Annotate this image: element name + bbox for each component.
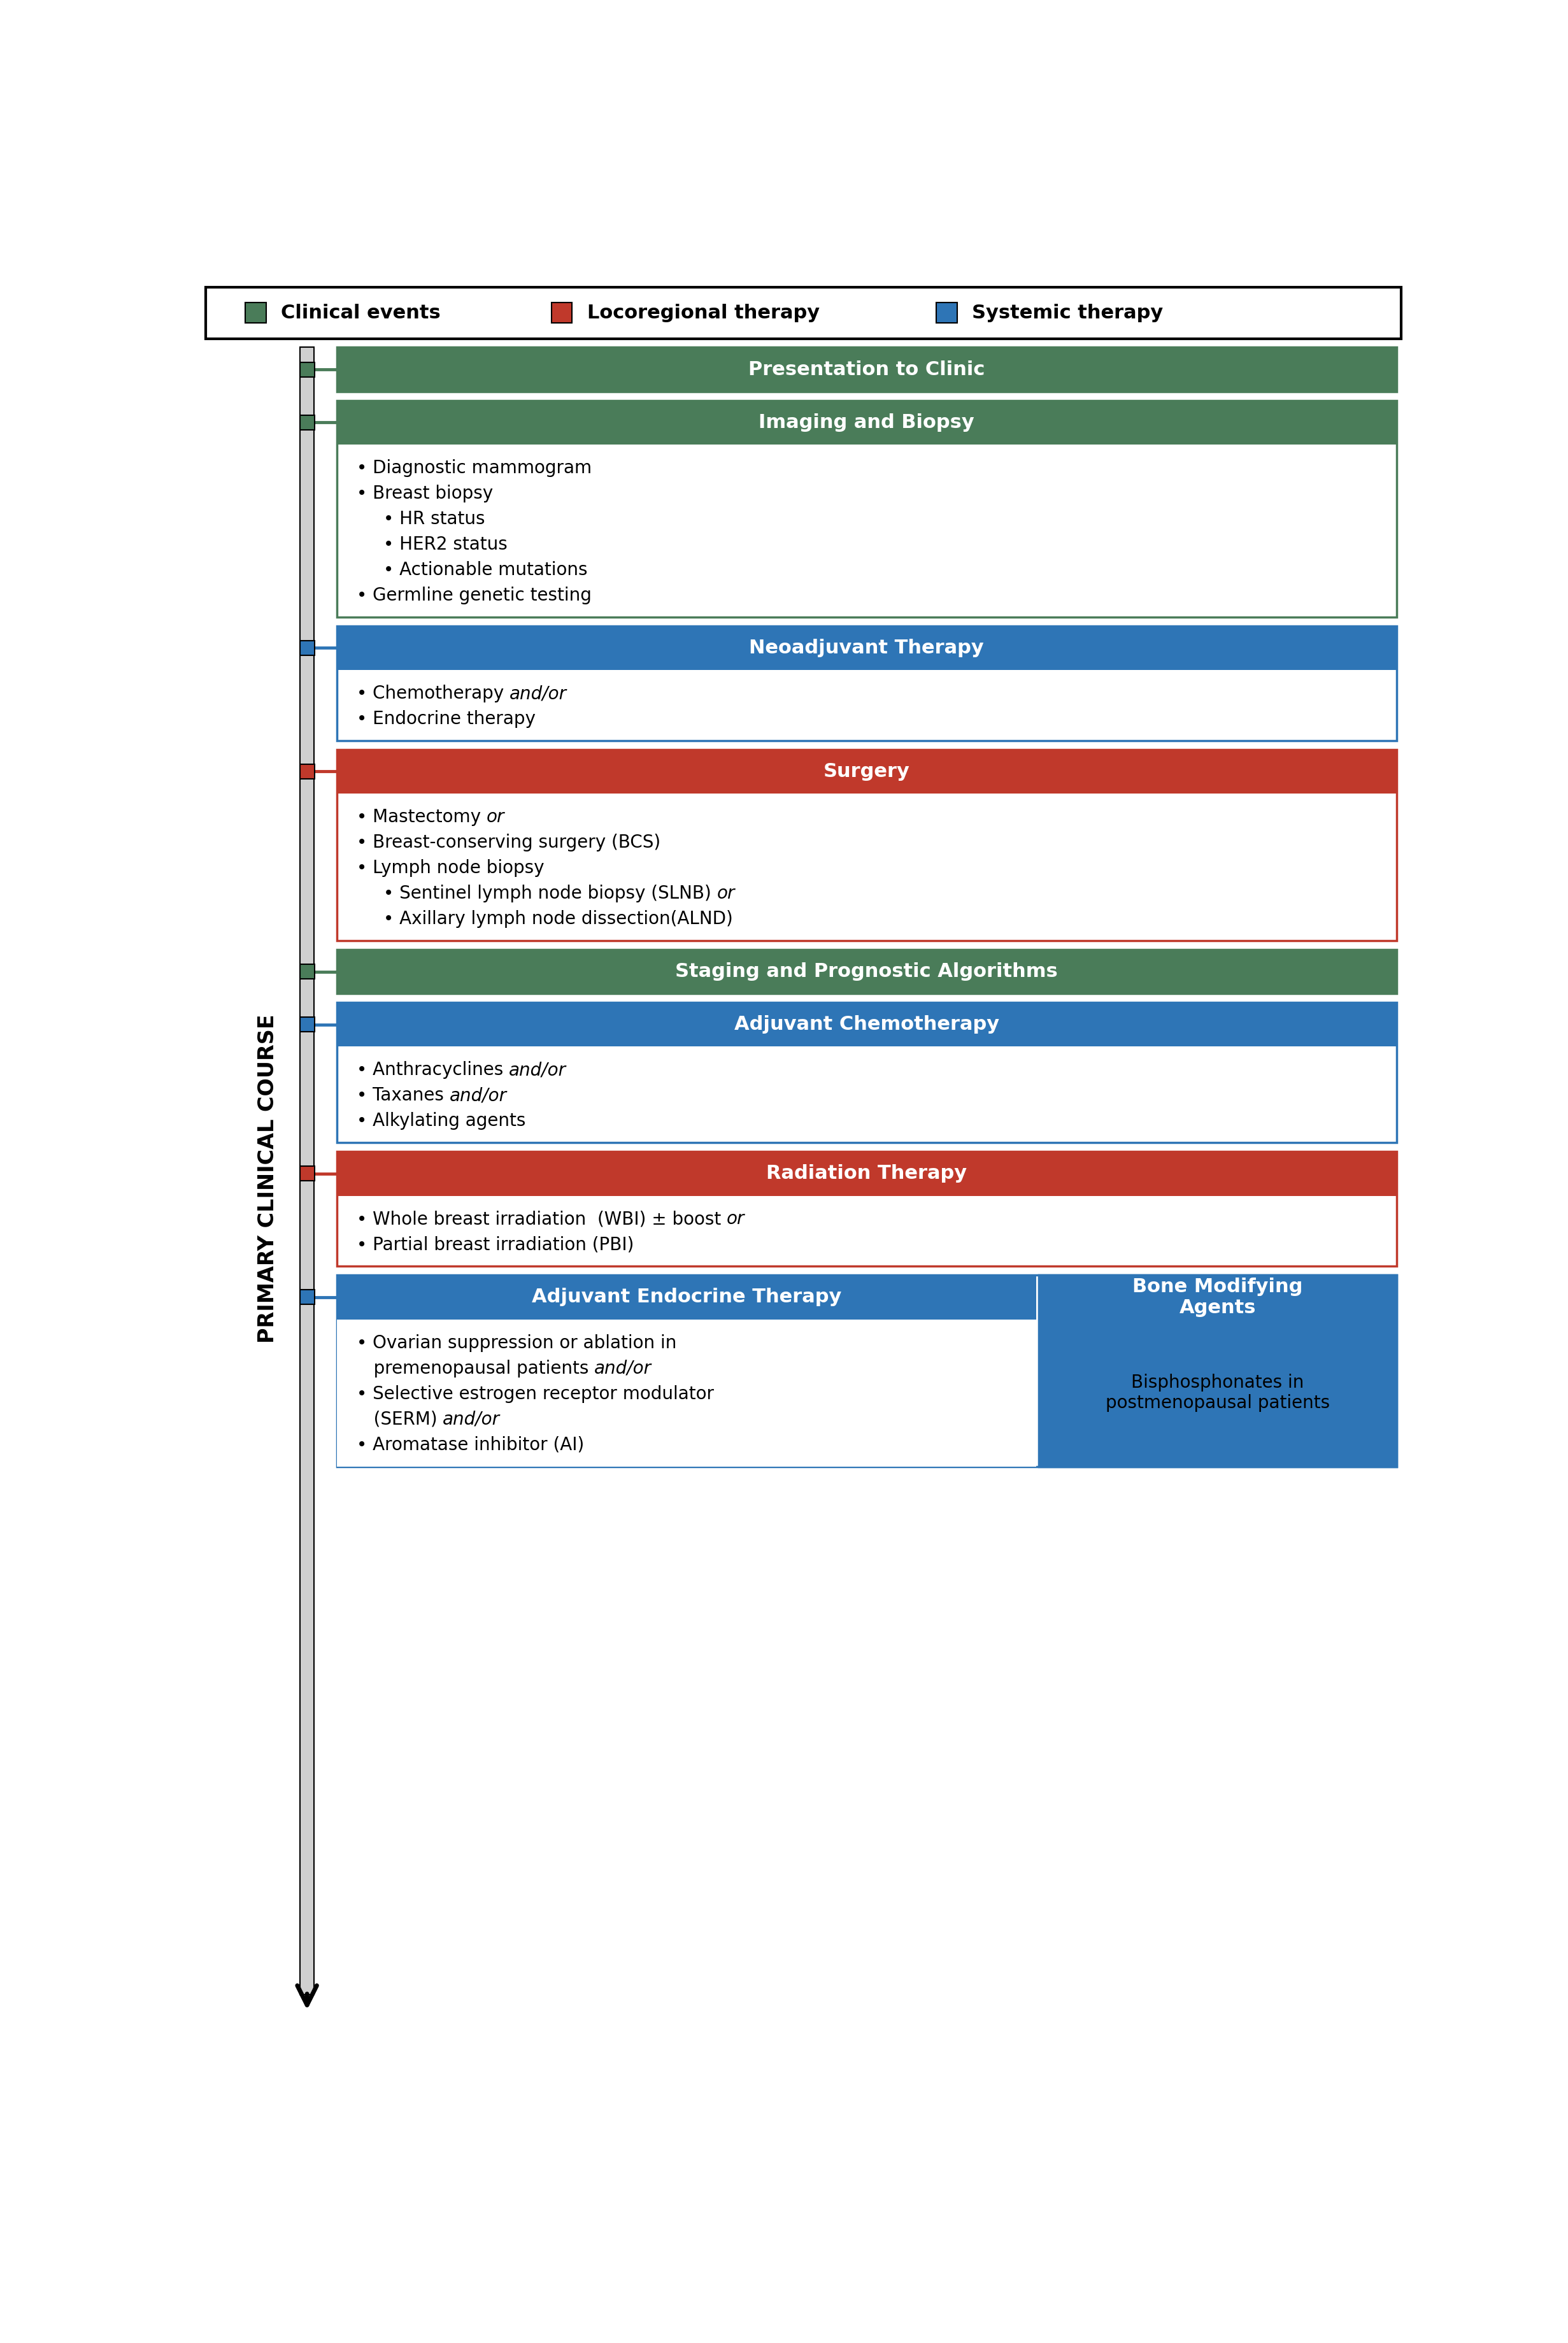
Text: • Diagnostic mammogram: • Diagnostic mammogram (356, 459, 591, 478)
FancyBboxPatch shape (1040, 1275, 1397, 1467)
Text: • Selective estrogen receptor modulator: • Selective estrogen receptor modulator (356, 1385, 713, 1403)
FancyBboxPatch shape (299, 415, 315, 429)
Text: • Partial breast irradiation (PBI): • Partial breast irradiation (PBI) (356, 1235, 633, 1254)
Text: and/or: and/or (594, 1359, 651, 1378)
FancyBboxPatch shape (337, 1153, 1397, 1195)
FancyBboxPatch shape (299, 965, 315, 979)
Text: Adjuvant Endocrine Therapy: Adjuvant Endocrine Therapy (532, 1289, 842, 1307)
Text: • Breast-conserving surgery (BCS): • Breast-conserving surgery (BCS) (356, 834, 660, 851)
FancyBboxPatch shape (337, 347, 1397, 391)
Text: (SERM): (SERM) (356, 1410, 442, 1429)
FancyBboxPatch shape (337, 949, 1397, 993)
Text: • Actionable mutations: • Actionable mutations (384, 560, 588, 579)
FancyBboxPatch shape (337, 401, 1397, 445)
Text: and/or: and/or (450, 1087, 506, 1104)
FancyBboxPatch shape (337, 1275, 1036, 1319)
Text: • Taxanes: • Taxanes (356, 1087, 450, 1104)
FancyBboxPatch shape (337, 750, 1397, 794)
FancyBboxPatch shape (245, 302, 267, 323)
FancyBboxPatch shape (299, 1167, 315, 1181)
FancyBboxPatch shape (337, 1275, 1397, 1467)
Text: Bone Modifying
Agents: Bone Modifying Agents (1132, 1277, 1303, 1317)
FancyBboxPatch shape (337, 1003, 1397, 1143)
Text: • Sentinel lymph node biopsy (SLNB): • Sentinel lymph node biopsy (SLNB) (384, 886, 717, 902)
Text: • Chemotherapy: • Chemotherapy (356, 684, 510, 703)
Text: • Aromatase inhibitor (AI): • Aromatase inhibitor (AI) (356, 1436, 583, 1453)
Text: Neoadjuvant Therapy: Neoadjuvant Therapy (750, 640, 985, 656)
Text: • Breast biopsy: • Breast biopsy (356, 485, 492, 501)
Text: or: or (717, 886, 735, 902)
Text: and/or: and/or (510, 684, 566, 703)
Text: and/or: and/or (442, 1410, 500, 1429)
Text: and/or: and/or (508, 1061, 566, 1080)
FancyBboxPatch shape (299, 1291, 315, 1305)
Text: • Whole breast irradiation  (WBI) ± boost: • Whole breast irradiation (WBI) ± boost (356, 1211, 726, 1228)
FancyBboxPatch shape (936, 302, 956, 323)
FancyBboxPatch shape (299, 363, 315, 377)
Text: or: or (726, 1211, 745, 1228)
FancyBboxPatch shape (337, 1003, 1397, 1047)
Text: Adjuvant Chemotherapy: Adjuvant Chemotherapy (734, 1015, 999, 1033)
Text: PRIMARY CLINICAL COURSE: PRIMARY CLINICAL COURSE (257, 1015, 279, 1343)
FancyBboxPatch shape (337, 750, 1397, 942)
Text: Radiation Therapy: Radiation Therapy (767, 1164, 967, 1183)
Text: Staging and Prognostic Algorithms: Staging and Prognostic Algorithms (676, 963, 1058, 982)
Text: • Axillary lymph node dissection(ALND): • Axillary lymph node dissection(ALND) (384, 909, 734, 928)
FancyBboxPatch shape (337, 949, 1397, 993)
Text: or: or (486, 808, 505, 827)
Text: • Alkylating agents: • Alkylating agents (356, 1113, 525, 1129)
Text: • Lymph node biopsy: • Lymph node biopsy (356, 860, 544, 876)
Text: Surgery: Surgery (823, 761, 909, 780)
FancyBboxPatch shape (337, 1153, 1397, 1265)
FancyBboxPatch shape (337, 626, 1397, 670)
Text: Imaging and Biopsy: Imaging and Biopsy (759, 412, 974, 431)
Text: • Ovarian suppression or ablation in: • Ovarian suppression or ablation in (356, 1333, 676, 1352)
Text: • Germline genetic testing: • Germline genetic testing (356, 586, 591, 604)
Text: premenopausal patients: premenopausal patients (356, 1359, 594, 1378)
FancyBboxPatch shape (552, 302, 572, 323)
FancyBboxPatch shape (337, 1319, 1036, 1467)
Text: Bisphosphonates in
postmenopausal patients: Bisphosphonates in postmenopausal patien… (1105, 1373, 1330, 1413)
FancyBboxPatch shape (337, 401, 1397, 616)
FancyBboxPatch shape (337, 626, 1397, 740)
FancyBboxPatch shape (299, 640, 315, 656)
Text: Presentation to Clinic: Presentation to Clinic (748, 361, 985, 380)
FancyBboxPatch shape (299, 764, 315, 778)
Text: • Anthracyclines: • Anthracyclines (356, 1061, 508, 1080)
FancyBboxPatch shape (299, 347, 314, 1994)
FancyBboxPatch shape (299, 1017, 315, 1031)
Text: • HER2 status: • HER2 status (384, 537, 508, 553)
FancyBboxPatch shape (337, 347, 1397, 391)
Text: Locoregional therapy: Locoregional therapy (586, 305, 820, 321)
Text: Systemic therapy: Systemic therapy (972, 305, 1163, 321)
Text: • Mastectomy: • Mastectomy (356, 808, 486, 827)
Text: • Endocrine therapy: • Endocrine therapy (356, 710, 535, 729)
Text: • HR status: • HR status (384, 511, 485, 527)
Text: Clinical events: Clinical events (281, 305, 441, 321)
FancyBboxPatch shape (205, 288, 1402, 337)
